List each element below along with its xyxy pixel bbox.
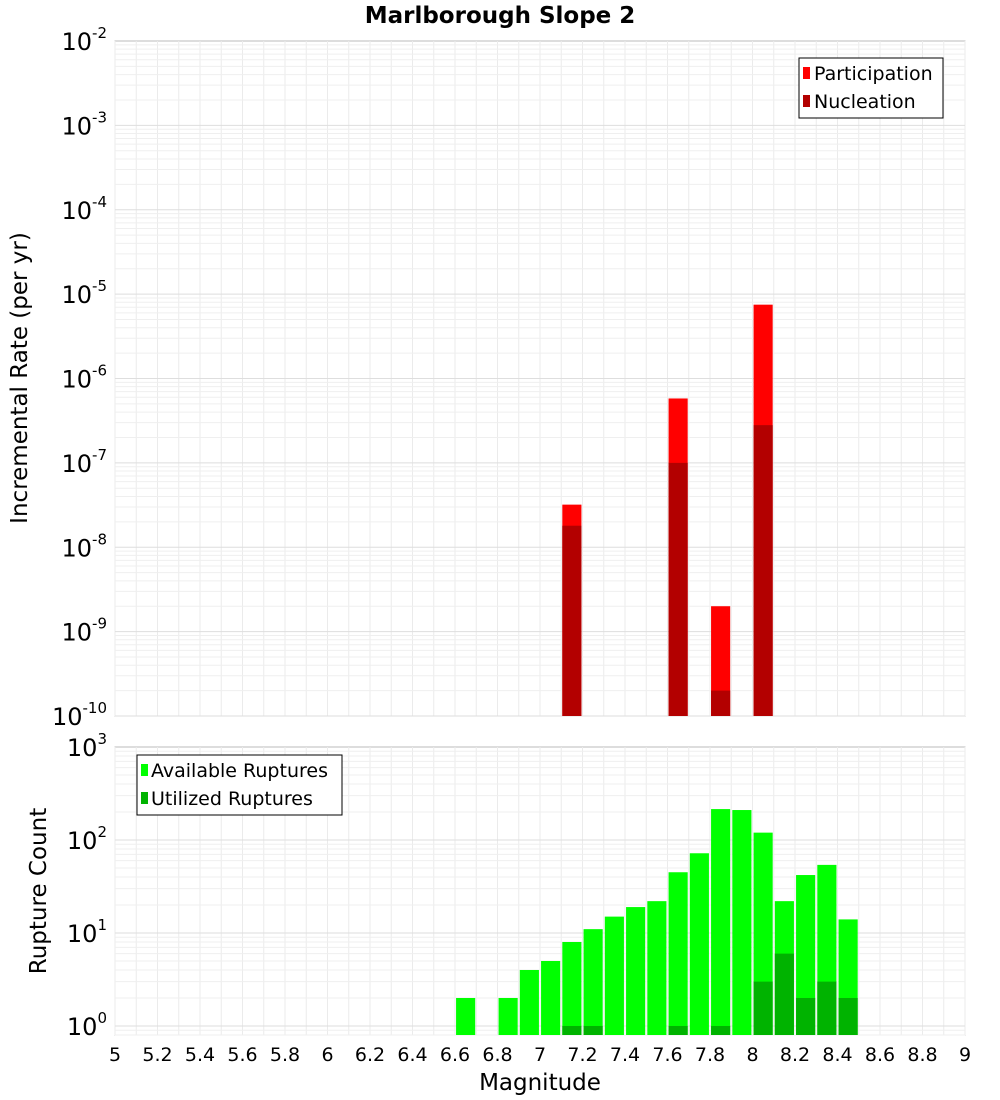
count-bar-utilized-ruptures-8.05: [753, 981, 773, 1035]
rate-y-tick-label: 10-7: [61, 446, 107, 478]
count-bar-available-ruptures-7.15: [562, 942, 582, 1035]
legend-label-nucleation: Nucleation: [814, 91, 916, 113]
count-bar-utilized-ruptures-8.45: [838, 997, 858, 1035]
rate-y-axis-label: Incremental Rate (per yr): [7, 232, 33, 524]
count-bar-utilized-ruptures-7.65: [668, 1025, 688, 1035]
count-bar-available-ruptures-7.75: [689, 853, 709, 1035]
legend-swatch-utilized: [141, 792, 148, 804]
x-tick-label: 6.6: [440, 1044, 470, 1066]
x-tick-label: 6: [321, 1044, 333, 1066]
count-bar-available-ruptures-7.65: [668, 872, 688, 1035]
x-tick-label: 7.2: [567, 1044, 597, 1066]
count-bar-available-ruptures-6.95: [519, 969, 539, 1035]
count-bars: [456, 809, 858, 1035]
legend-label-utilized: Utilized Ruptures: [151, 788, 313, 810]
count-y-tick-label: 100: [67, 1009, 107, 1041]
x-tick-label: 6.4: [397, 1044, 427, 1066]
rate-y-ticks: 10-10 10-9 10-8 10-7 10-6 10-5 10-4 10-3 10-2: [52, 24, 107, 731]
rate-y-tick-label: 10-5: [61, 277, 107, 309]
x-tick-label: 7.4: [610, 1044, 640, 1066]
rate-panel: 10-10 10-9 10-8 10-7 10-6 10-5 10-4 10-3 10-2 In…: [7, 24, 966, 731]
rate-bar-nucleation-7.65: [668, 462, 688, 716]
x-tick-label: 7.6: [652, 1044, 682, 1066]
rate-bar-nucleation-7.85: [711, 690, 731, 716]
legend-swatch-available: [141, 764, 148, 776]
legend-label-participation: Participation: [814, 63, 933, 85]
count-bar-available-ruptures-7.85: [711, 809, 731, 1035]
x-tick-label: 7: [534, 1044, 546, 1066]
count-y-tick-label: 102: [67, 823, 107, 855]
rate-y-tick-label: 10-6: [61, 362, 107, 394]
count-bar-utilized-ruptures-7.85: [711, 1025, 731, 1035]
count-bar-utilized-ruptures-8.35: [817, 981, 837, 1035]
legend-swatch-participation: [803, 67, 810, 79]
count-bar-available-ruptures-7.05: [541, 960, 561, 1035]
x-tick-label: 5: [109, 1044, 121, 1066]
count-bar-available-ruptures-7.25: [583, 929, 603, 1035]
count-bar-utilized-ruptures-8.15: [774, 953, 794, 1035]
x-tick-label: 5.4: [185, 1044, 215, 1066]
count-y-axis-label: Rupture Count: [26, 808, 52, 974]
count-bar-available-ruptures-7.55: [647, 901, 667, 1035]
rate-legend-box: [798, 57, 944, 119]
x-tick-label: 8: [746, 1044, 758, 1066]
x-tick-label: 6.8: [482, 1044, 512, 1066]
rate-y-tick-label: 10-10: [52, 699, 107, 731]
x-tick-label: 5.8: [270, 1044, 300, 1066]
rate-bar-nucleation-8.05: [753, 425, 773, 716]
count-legend-box: [136, 754, 343, 816]
x-tick-label: 9: [959, 1044, 971, 1066]
x-axis-label: Magnitude: [479, 1070, 601, 1096]
x-tick-label: 8.4: [822, 1044, 852, 1066]
count-bar-utilized-ruptures-7.15: [562, 1025, 582, 1035]
x-tick-label: 8.8: [907, 1044, 937, 1066]
count-bar-available-ruptures-7.35: [604, 916, 624, 1035]
count-y-ticks: 100 101 102 103: [67, 730, 107, 1041]
magnitude-x-ticks: 5 5.2 5.4 5.6 5.8 6 6.2 6.4 6.6 6.8 7 7.2 7.4 7.6 7.8 8…: [109, 1044, 971, 1066]
rate-y-tick-label: 10-3: [61, 108, 107, 140]
count-bar-utilized-ruptures-7.25: [583, 1025, 603, 1035]
count-y-tick-label: 101: [67, 916, 107, 948]
rate-bars: [562, 304, 773, 716]
count-bar-utilized-ruptures-8.25: [796, 997, 816, 1035]
rate-legend: Participation Nucleation: [798, 57, 944, 119]
rate-y-tick-label: 10-4: [61, 193, 107, 225]
count-legend: Available Ruptures Utilized Ruptures: [136, 754, 343, 816]
chart-title: Marlborough Slope 2: [365, 3, 636, 29]
count-bar-available-ruptures-7.95: [732, 810, 752, 1035]
count-panel: 100 101 102 103 5 5.2 5.4 5.6 5.8 6 6.2 6.4 6.6 6.8 7…: [26, 730, 971, 1096]
x-tick-label: 5.6: [227, 1044, 257, 1066]
legend-swatch-nucleation: [803, 95, 810, 107]
x-tick-label: 8.2: [780, 1044, 810, 1066]
legend-label-available: Available Ruptures: [151, 760, 328, 782]
x-tick-label: 5.2: [142, 1044, 172, 1066]
rate-bar-nucleation-7.15: [562, 525, 582, 716]
count-bar-available-ruptures-6.65: [456, 997, 476, 1035]
count-bar-available-ruptures-7.45: [626, 907, 646, 1035]
x-tick-label: 6.2: [355, 1044, 385, 1066]
count-bar-available-ruptures-6.85: [498, 997, 518, 1035]
x-tick-label: 7.8: [695, 1044, 725, 1066]
x-tick-label: 8.6: [865, 1044, 895, 1066]
rate-y-tick-label: 10-8: [61, 530, 107, 562]
count-y-tick-label: 103: [67, 730, 107, 762]
rate-y-tick-label: 10-9: [61, 615, 107, 647]
rate-y-tick-label: 10-2: [61, 24, 107, 56]
count-bar-available-ruptures-8.25: [796, 875, 816, 1035]
rate-grid: [114, 41, 966, 717]
rate-bar-participation-7.85: [711, 606, 731, 716]
